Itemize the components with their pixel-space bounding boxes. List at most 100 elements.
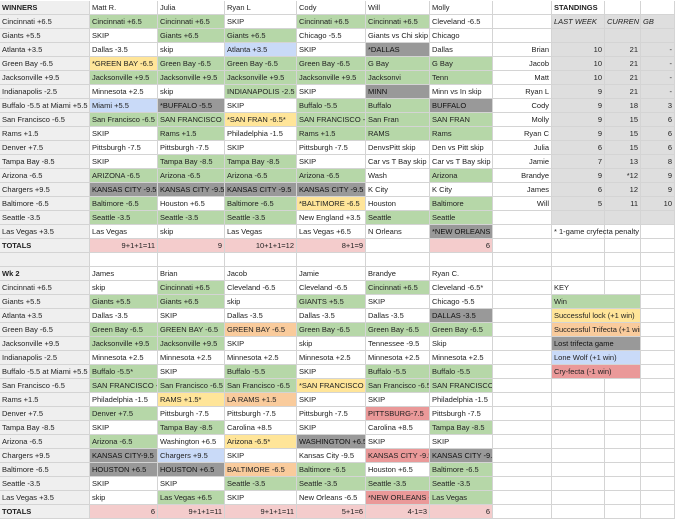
cell: Jacksonville +9.5: [0, 71, 90, 85]
grid-cell: [493, 239, 552, 253]
cell: BUFFALO: [430, 99, 493, 113]
cell: Arizona -6.5: [0, 435, 90, 449]
cell: 6: [430, 505, 493, 519]
cell: Minnesota +2.5: [297, 351, 366, 365]
cell: SKIP: [297, 421, 366, 435]
cell: Tampa Bay -8.5: [430, 421, 493, 435]
cell: GREEN BAY -6.5: [225, 323, 297, 337]
cell: Giants +6.5: [158, 295, 225, 309]
grid-cell: [493, 15, 552, 29]
cell: SKIP: [297, 85, 366, 99]
grid-cell: [493, 463, 552, 477]
grid-cell: [641, 323, 675, 337]
cell: *BALTIMORE -6.5: [297, 197, 366, 211]
grid-cell: [552, 491, 605, 505]
cell: KANSAS CITY -9.5: [158, 183, 225, 197]
cell: Rams +1.5: [0, 393, 90, 407]
cell: Baltimore -6.5: [430, 463, 493, 477]
cell: Seattle: [430, 211, 493, 225]
cell: Carolina +8.5: [225, 421, 297, 435]
cell: Baltimore -6.5: [0, 463, 90, 477]
cell: Carolina +8.5: [366, 421, 430, 435]
cell: Green Bay -6.5: [0, 57, 90, 71]
grid-cell: [605, 379, 641, 393]
grid-cell: [605, 435, 641, 449]
cell: Giants +5.5: [0, 295, 90, 309]
grid-cell: [430, 253, 493, 267]
cell: GIANTS +5.5: [297, 295, 366, 309]
cell: Wk 2: [0, 267, 90, 281]
cell: -: [641, 57, 675, 71]
cell: Wash: [366, 169, 430, 183]
cell: PITTSBURG-7.5: [366, 407, 430, 421]
cell: Buffalo -5.5 at Miami +5.5: [0, 99, 90, 113]
cell: Seattle -3.5: [0, 477, 90, 491]
cell: Brian: [493, 43, 552, 57]
cell: Pittsburgh -7.5: [297, 407, 366, 421]
cell: Dallas -3.5: [225, 309, 297, 323]
grid-cell: [641, 393, 675, 407]
cell: Atlanta +3.5: [0, 309, 90, 323]
cell: skip: [158, 85, 225, 99]
cell: *SAN FRAN -6.5*: [225, 113, 297, 127]
cell: SKIP: [158, 477, 225, 491]
grid-cell: [552, 211, 605, 225]
cell: KANSAS CITY-9.5: [90, 449, 158, 463]
cell: Chargers +9.5: [0, 449, 90, 463]
cell: BALTIMORE -6.5: [225, 463, 297, 477]
cell: Seattle -3.5: [366, 477, 430, 491]
cell: Jacksonville +9.5: [90, 337, 158, 351]
cell: ARIZONA -6.5: [90, 169, 158, 183]
cell: Arizona -6.5: [0, 169, 90, 183]
cell: 9+1+1=11: [225, 505, 297, 519]
cell: skip: [158, 43, 225, 57]
cell: Baltimore -6.5: [90, 197, 158, 211]
grid-cell: [605, 225, 641, 239]
cell: GREEN BAY -6.5: [158, 323, 225, 337]
cell: CURRENT: [605, 15, 641, 29]
cell: Philadelphia -1.5: [430, 393, 493, 407]
cell: Car vs T Bay skip: [366, 155, 430, 169]
grid-cell: [493, 407, 552, 421]
cell: 12: [605, 183, 641, 197]
cell: Chicago: [430, 29, 493, 43]
grid-cell: [552, 239, 605, 253]
grid-cell: [493, 379, 552, 393]
cell: 10: [641, 197, 675, 211]
cell: Cincinnati +6.5: [366, 15, 430, 29]
cell: Denver +7.5: [90, 407, 158, 421]
grid-cell: [225, 253, 297, 267]
cell: Las Vegas +3.5: [0, 225, 90, 239]
grid-cell: [493, 323, 552, 337]
cell: Cincinnati +6.5: [158, 15, 225, 29]
cell: Buffalo -5.5: [366, 365, 430, 379]
cell: 5+1=6: [297, 505, 366, 519]
cell: SKIP: [90, 127, 158, 141]
cell: SAN FRANCISCO -6.5: [158, 113, 225, 127]
cell: Tampa Bay -8.5: [0, 155, 90, 169]
grid-cell: [641, 379, 675, 393]
grid-cell: [641, 253, 675, 267]
grid-cell: [297, 253, 366, 267]
cell: Dallas -3.5: [297, 309, 366, 323]
grid-cell: [641, 309, 675, 323]
grid-cell: [0, 253, 90, 267]
cell: 8+1=9: [297, 239, 366, 253]
cell: Ryan C: [493, 127, 552, 141]
cell: Skip: [430, 337, 493, 351]
grid-cell: [605, 491, 641, 505]
cell: 10: [552, 71, 605, 85]
grid-cell: [366, 253, 430, 267]
cell: K City: [366, 183, 430, 197]
grid-cell: [493, 435, 552, 449]
grid-cell: [493, 393, 552, 407]
cell: 6: [430, 239, 493, 253]
grid-cell: [493, 449, 552, 463]
grid-cell: [641, 505, 675, 519]
cell: Seattle -3.5: [0, 211, 90, 225]
cell: G Bay: [366, 57, 430, 71]
grid-cell: [641, 1, 675, 15]
cell: Denver +7.5: [0, 407, 90, 421]
cell: 9+1+1=11: [158, 505, 225, 519]
